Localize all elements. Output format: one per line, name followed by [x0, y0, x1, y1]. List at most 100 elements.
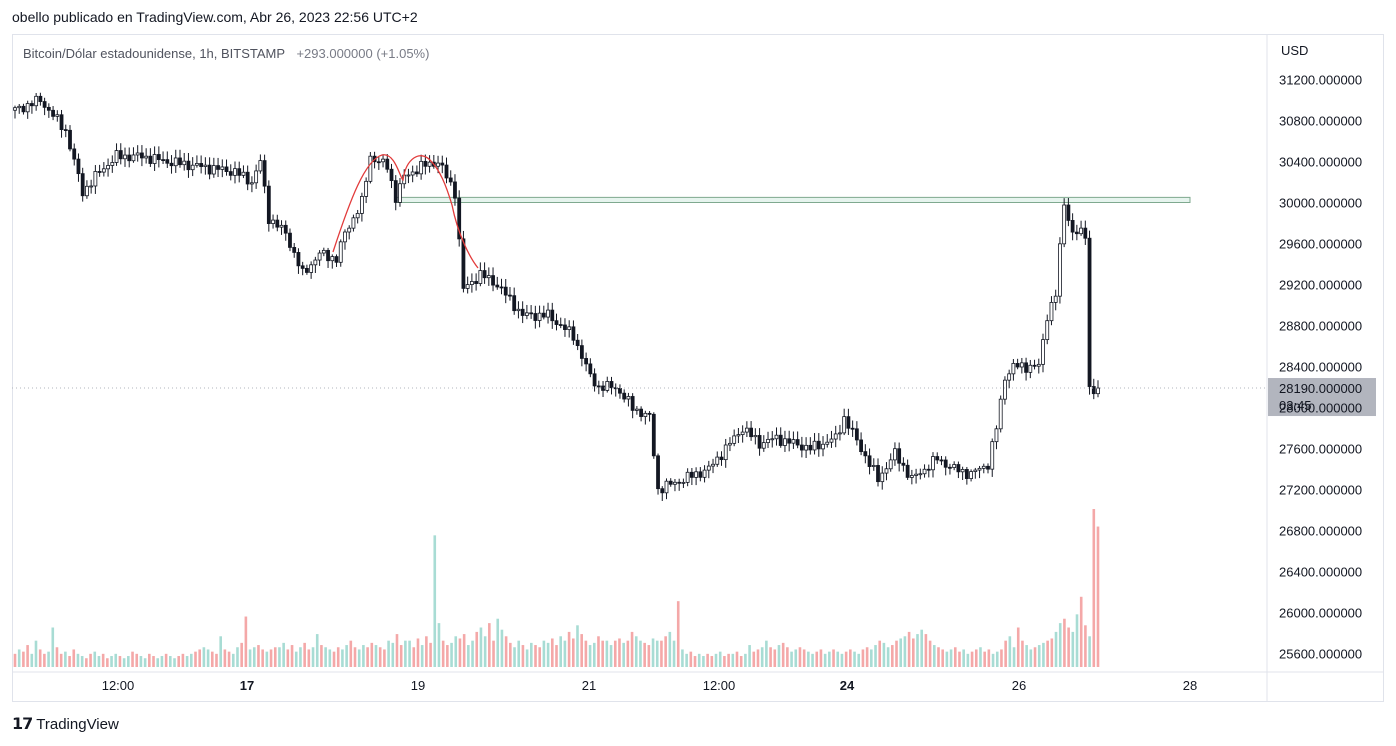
volume-bar	[660, 640, 663, 667]
volume-bar	[735, 651, 739, 667]
candle-body	[770, 438, 775, 441]
candle-body	[880, 472, 885, 483]
candle-body	[728, 442, 732, 446]
candle-body	[131, 154, 136, 162]
volume-bar	[744, 653, 747, 667]
volume-bar	[1046, 640, 1049, 667]
volume-bar	[488, 623, 491, 667]
candle-body	[757, 435, 762, 449]
volume-bar	[962, 649, 965, 667]
y-tick-label: 27200.000000	[1279, 483, 1362, 498]
candle-body	[38, 95, 43, 102]
volume-bar	[370, 642, 374, 667]
volume-bar	[294, 651, 298, 667]
volume-bar	[374, 645, 378, 667]
candle-body	[292, 247, 297, 253]
volume-bar	[1050, 638, 1054, 667]
volume-bar	[160, 656, 164, 667]
volume-bar	[30, 653, 34, 667]
volume-bar	[928, 640, 932, 667]
candle-body	[702, 469, 707, 478]
volume-bar	[710, 656, 714, 667]
symbol-legend[interactable]: Bitcoin/Dólar estadounidense, 1h, BITSTA…	[23, 46, 429, 61]
volume-bar	[244, 616, 248, 667]
volume-bar	[1092, 509, 1096, 667]
volume-bar	[362, 645, 365, 667]
candle-body	[127, 154, 132, 162]
candle-body	[905, 464, 910, 478]
volume-bar	[567, 631, 571, 667]
volume-bar	[341, 649, 344, 667]
candle-body	[816, 440, 821, 450]
candle-body	[673, 481, 677, 485]
volume-bar	[874, 645, 877, 667]
candle-body	[1087, 237, 1092, 387]
volume-bar	[190, 653, 193, 667]
candle-body	[42, 101, 47, 108]
candle-body	[622, 392, 627, 400]
candle-body	[309, 264, 314, 273]
y-tick-label: 26800.000000	[1279, 524, 1362, 539]
volume-bar	[580, 634, 583, 667]
volume-bar	[127, 656, 130, 667]
volume-bar	[823, 653, 827, 667]
volume-bar	[723, 656, 726, 667]
volume-bar	[777, 645, 781, 667]
candle-body	[216, 165, 220, 170]
volume-bar	[148, 653, 151, 667]
candle-body	[871, 465, 876, 467]
volume-bar	[609, 645, 613, 667]
volume-bar	[891, 645, 894, 667]
candle-body	[495, 284, 500, 288]
candle-body	[406, 174, 411, 177]
volume-bar	[236, 647, 239, 667]
volume-bar	[509, 642, 512, 667]
candle-body	[613, 387, 618, 390]
candle-body	[220, 166, 225, 170]
volume-bar	[681, 649, 684, 667]
candle-body	[13, 107, 17, 111]
candle-body	[935, 456, 940, 461]
volume-bar	[404, 640, 407, 667]
candle-body	[808, 444, 813, 451]
volume-bar	[676, 601, 680, 667]
candle-body	[21, 105, 26, 113]
current-price-tag	[1268, 378, 1376, 417]
candle-body	[1091, 386, 1096, 395]
volume-bar	[64, 651, 67, 667]
double-top-curve	[332, 154, 479, 269]
candle-body	[85, 185, 89, 197]
candle-body	[778, 434, 783, 446]
candle-body	[766, 438, 770, 444]
candle-body	[199, 163, 204, 167]
candle-body	[140, 152, 144, 159]
candle-body	[508, 294, 512, 297]
candle-body	[893, 448, 897, 461]
volume-bar	[672, 640, 676, 667]
volume-bar	[685, 653, 688, 667]
candle-body	[173, 157, 178, 167]
candle-body	[93, 171, 98, 187]
volume-bar	[26, 645, 29, 667]
volume-bar	[832, 649, 835, 667]
volume-bar	[22, 651, 25, 667]
candle-body	[1019, 362, 1024, 368]
resistance-zone	[396, 196, 1191, 203]
volume-bar	[118, 656, 122, 667]
candle-body	[918, 473, 923, 476]
candle-body	[787, 438, 792, 444]
candle-body	[30, 103, 34, 107]
candle-body	[106, 165, 110, 170]
volume-bar	[647, 645, 651, 667]
candle-body	[660, 488, 665, 494]
volume-bar	[416, 638, 420, 667]
volume-bar	[399, 645, 403, 667]
candle-body	[161, 159, 165, 161]
candle-body	[842, 416, 847, 434]
volume-bar	[1075, 614, 1079, 667]
x-tick-label: 28	[1183, 678, 1197, 693]
tradingview-logo-icon: 𝟭𝟳	[12, 716, 33, 733]
volume-bar	[135, 653, 139, 667]
candle-body	[283, 224, 288, 234]
